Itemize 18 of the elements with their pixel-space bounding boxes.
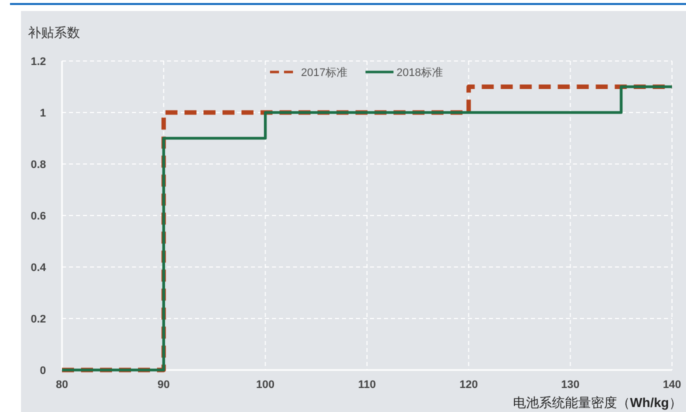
legend-label: 2017标准 [301,66,348,79]
y-axis-title: 补贴系数 [28,25,80,40]
x-tick-label: 120 [459,379,478,391]
x-axis-title: 电池系统能量密度（Wh/kg） [513,395,682,410]
y-tick-label: 0.2 [30,314,46,326]
y-tick-label: 0.8 [30,159,46,171]
x-tick-label: 130 [561,379,580,391]
y-tick-label: 1 [40,108,46,120]
x-tick-label: 90 [158,379,170,391]
x-tick-label: 80 [56,379,68,391]
y-tick-label: 1.2 [30,56,46,68]
y-tick-label: 0.4 [30,262,47,274]
y-tick-label: 0.6 [30,210,46,222]
x-tick-label: 140 [662,379,682,391]
x-tick-label: 100 [256,379,275,391]
legend-label: 2018标准 [396,66,443,79]
x-tick-label: 110 [358,379,376,391]
y-tick-label: 0 [40,365,46,377]
